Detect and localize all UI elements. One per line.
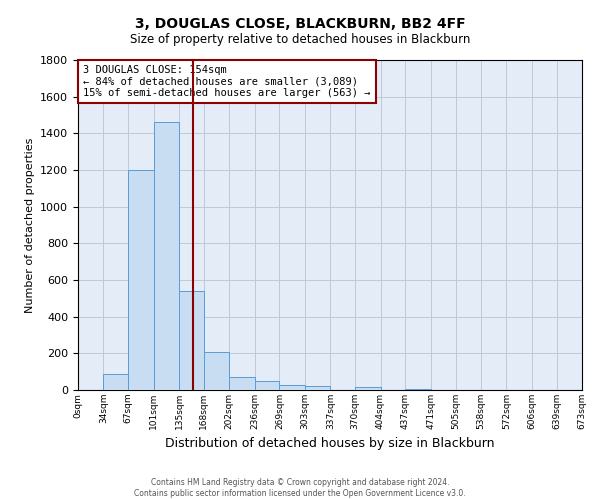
Bar xyxy=(405,389,431,390)
Bar xyxy=(204,352,229,390)
Bar xyxy=(103,374,128,390)
Text: 3, DOUGLAS CLOSE, BLACKBURN, BB2 4FF: 3, DOUGLAS CLOSE, BLACKBURN, BB2 4FF xyxy=(134,18,466,32)
Bar xyxy=(255,381,280,390)
Y-axis label: Number of detached properties: Number of detached properties xyxy=(25,138,35,312)
Text: Contains HM Land Registry data © Crown copyright and database right 2024.
Contai: Contains HM Land Registry data © Crown c… xyxy=(134,478,466,498)
Text: 3 DOUGLAS CLOSE: 154sqm
← 84% of detached houses are smaller (3,089)
15% of semi: 3 DOUGLAS CLOSE: 154sqm ← 84% of detache… xyxy=(83,65,371,98)
Bar xyxy=(128,170,154,390)
Bar xyxy=(355,387,380,390)
Bar xyxy=(154,122,179,390)
Bar xyxy=(229,377,255,390)
Bar xyxy=(280,384,305,390)
Bar xyxy=(305,386,331,390)
X-axis label: Distribution of detached houses by size in Blackburn: Distribution of detached houses by size … xyxy=(165,438,495,450)
Text: Size of property relative to detached houses in Blackburn: Size of property relative to detached ho… xyxy=(130,32,470,46)
Bar xyxy=(179,291,204,390)
